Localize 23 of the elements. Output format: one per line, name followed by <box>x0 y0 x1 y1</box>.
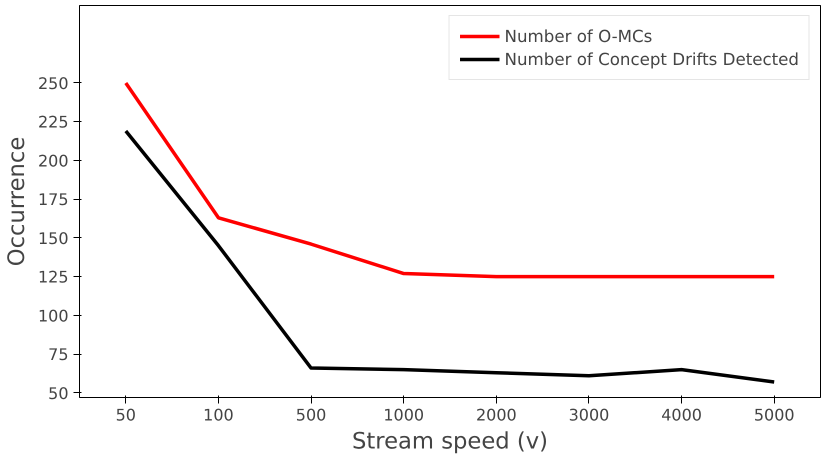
y-tick-label: 125 <box>38 268 69 287</box>
x-tick-label: 1000 <box>383 406 424 424</box>
x-tick-label: 2000 <box>476 406 517 424</box>
y-tick-label: 150 <box>38 228 69 248</box>
legend-label: Number of O-MCs <box>504 26 652 46</box>
y-tick-label: 225 <box>38 112 69 132</box>
line-series <box>124 129 776 384</box>
y-tick-label: 75 <box>48 345 68 364</box>
x-tick-label: 5000 <box>754 406 795 424</box>
legend-label: Number of Concept Drifts Detected <box>504 50 799 68</box>
y-tick-label: 200 <box>38 151 69 170</box>
y-axis-title: Occurrence <box>4 136 30 266</box>
y-tick-label: 50 <box>48 384 68 403</box>
x-tick-label: 500 <box>296 406 326 424</box>
y-tick-label: 175 <box>38 190 69 210</box>
x-tick-label: 100 <box>203 406 234 424</box>
x-axis-title: Stream speed (v) <box>352 428 548 454</box>
x-tick-label: 50 <box>116 406 136 424</box>
y-tick-label: 250 <box>38 74 69 93</box>
y-tick-label: 100 <box>38 306 69 326</box>
x-tick-label: 3000 <box>568 406 610 424</box>
line-series <box>124 81 776 278</box>
x-tick-label: 4000 <box>661 406 702 424</box>
